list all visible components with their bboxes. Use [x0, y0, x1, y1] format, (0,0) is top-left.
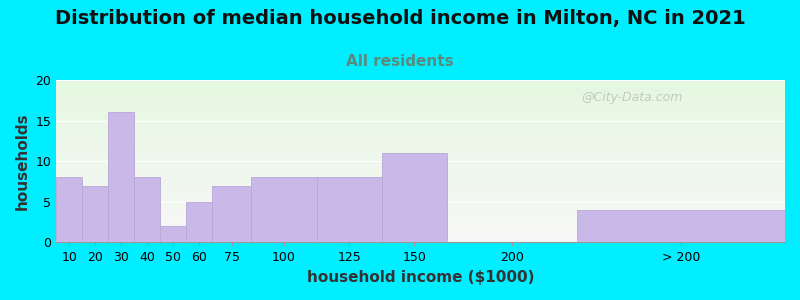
Bar	[56, 177, 82, 242]
Text: Distribution of median household income in Milton, NC in 2021: Distribution of median household income …	[54, 9, 746, 28]
Bar	[251, 177, 317, 242]
Bar	[577, 210, 785, 242]
Bar	[213, 186, 251, 242]
Bar	[82, 186, 108, 242]
X-axis label: household income ($1000): household income ($1000)	[307, 270, 534, 285]
Y-axis label: households: households	[15, 112, 30, 210]
Text: @City-Data.com: @City-Data.com	[581, 92, 682, 104]
Bar	[317, 177, 382, 242]
Bar	[108, 112, 134, 242]
Bar	[186, 202, 213, 242]
Bar	[160, 226, 186, 242]
Bar	[134, 177, 160, 242]
Bar	[382, 153, 446, 242]
Text: All residents: All residents	[346, 54, 454, 69]
